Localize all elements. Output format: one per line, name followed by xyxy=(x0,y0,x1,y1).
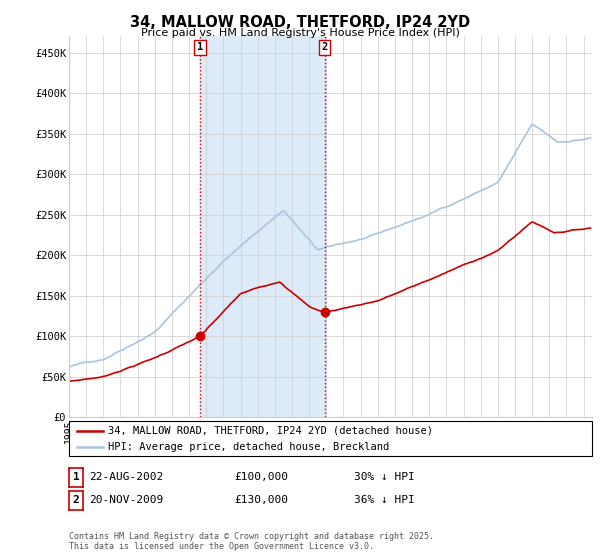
Bar xyxy=(200,36,325,417)
Text: Price paid vs. HM Land Registry's House Price Index (HPI): Price paid vs. HM Land Registry's House … xyxy=(140,28,460,38)
Text: Contains HM Land Registry data © Crown copyright and database right 2025.
This d: Contains HM Land Registry data © Crown c… xyxy=(69,532,434,552)
Text: HPI: Average price, detached house, Breckland: HPI: Average price, detached house, Brec… xyxy=(108,442,389,452)
Text: 22-AUG-2002: 22-AUG-2002 xyxy=(89,472,163,482)
Text: 34, MALLOW ROAD, THETFORD, IP24 2YD (detached house): 34, MALLOW ROAD, THETFORD, IP24 2YD (det… xyxy=(108,426,433,436)
Text: £130,000: £130,000 xyxy=(234,495,288,505)
Text: 34, MALLOW ROAD, THETFORD, IP24 2YD: 34, MALLOW ROAD, THETFORD, IP24 2YD xyxy=(130,15,470,30)
Text: 2: 2 xyxy=(73,495,80,505)
Text: 1: 1 xyxy=(197,42,203,52)
Text: 30% ↓ HPI: 30% ↓ HPI xyxy=(354,472,415,482)
Text: 2: 2 xyxy=(322,42,328,52)
Text: 20-NOV-2009: 20-NOV-2009 xyxy=(89,495,163,505)
Text: 36% ↓ HPI: 36% ↓ HPI xyxy=(354,495,415,505)
Text: £100,000: £100,000 xyxy=(234,472,288,482)
FancyBboxPatch shape xyxy=(69,421,592,456)
Text: 1: 1 xyxy=(73,472,80,482)
